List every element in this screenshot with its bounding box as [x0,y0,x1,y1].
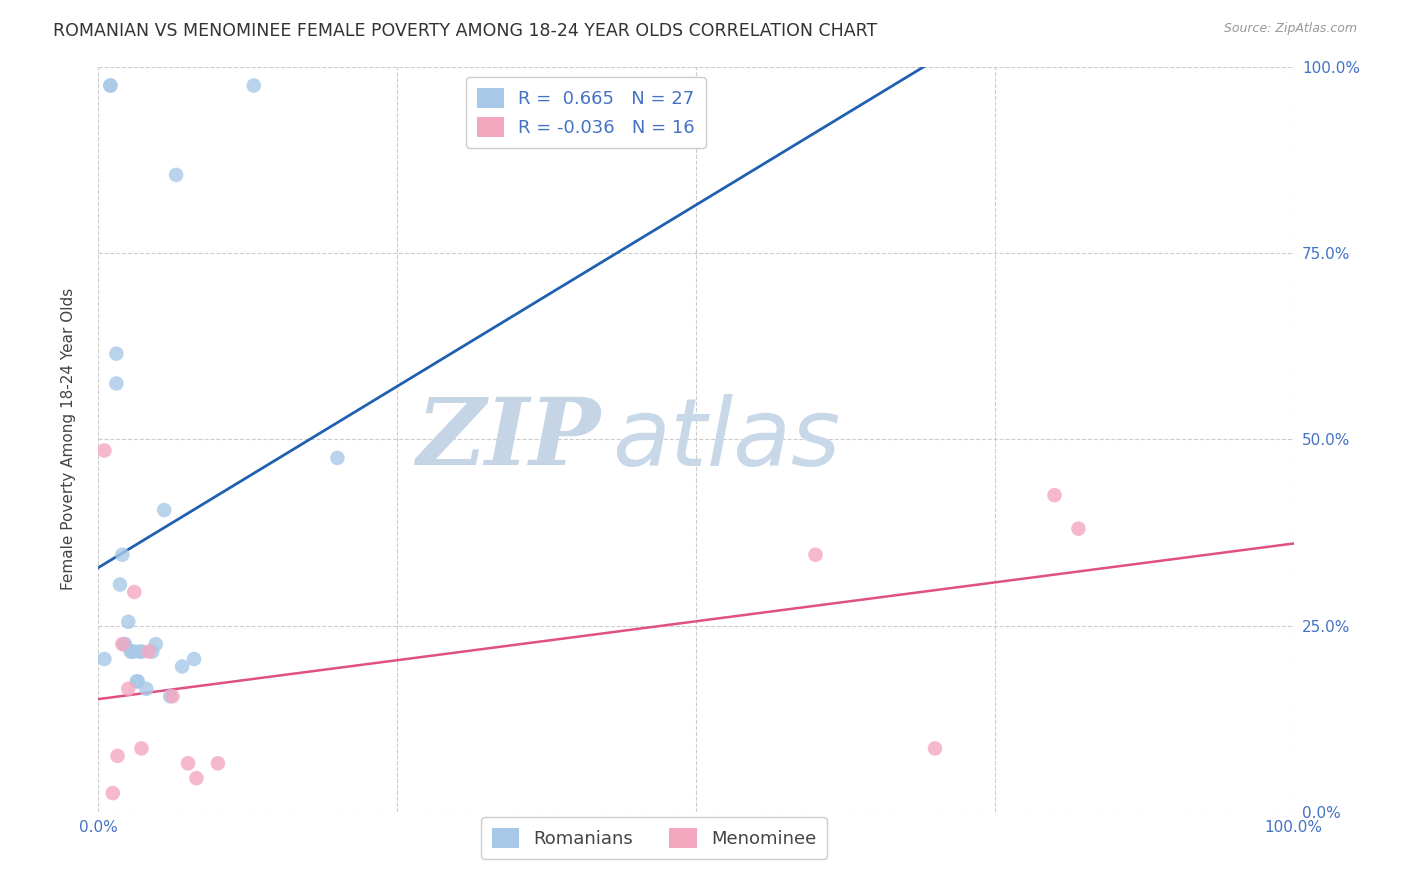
Point [114,637,136,651]
Point [159,690,181,704]
Point [1067,522,1090,536]
Point [129,644,152,658]
Point [108,577,131,591]
Point [93,652,115,666]
Point [804,548,827,562]
Point [107,748,129,763]
Point [326,450,349,465]
Point [172,659,194,673]
Point [127,674,149,689]
Y-axis label: Female Poverty Among 18-24 Year Olds: Female Poverty Among 18-24 Year Olds [62,288,76,591]
Text: Source: ZipAtlas.com: Source: ZipAtlas.com [1223,22,1357,36]
Point [98,78,122,93]
Point [105,346,128,360]
Legend: Romanians, Menominee: Romanians, Menominee [481,817,827,859]
Point [101,786,124,800]
Point [117,615,139,629]
Point [138,644,160,658]
Text: ROMANIAN VS MENOMINEE FEMALE POVERTY AMONG 18-24 YEAR OLDS CORRELATION CHART: ROMANIAN VS MENOMINEE FEMALE POVERTY AMO… [53,22,877,40]
Point [165,168,187,182]
Point [111,548,134,562]
Point [183,652,205,666]
Point [162,690,184,704]
Point [114,637,136,651]
Point [120,644,142,658]
Point [243,78,266,93]
Point [186,771,208,785]
Text: atlas: atlas [613,393,841,485]
Point [124,644,146,658]
Text: ZIP: ZIP [416,394,600,484]
Point [121,644,143,658]
Point [93,443,115,458]
Point [1043,488,1066,502]
Point [177,756,200,771]
Point [105,376,128,391]
Point [125,674,148,689]
Point [131,741,153,756]
Point [145,637,167,651]
Point [98,78,122,93]
Point [135,681,157,696]
Point [131,644,153,658]
Point [111,637,134,651]
Point [207,756,229,771]
Point [141,644,163,658]
Point [153,503,176,517]
Point [924,741,946,756]
Point [117,681,139,696]
Point [124,585,146,599]
